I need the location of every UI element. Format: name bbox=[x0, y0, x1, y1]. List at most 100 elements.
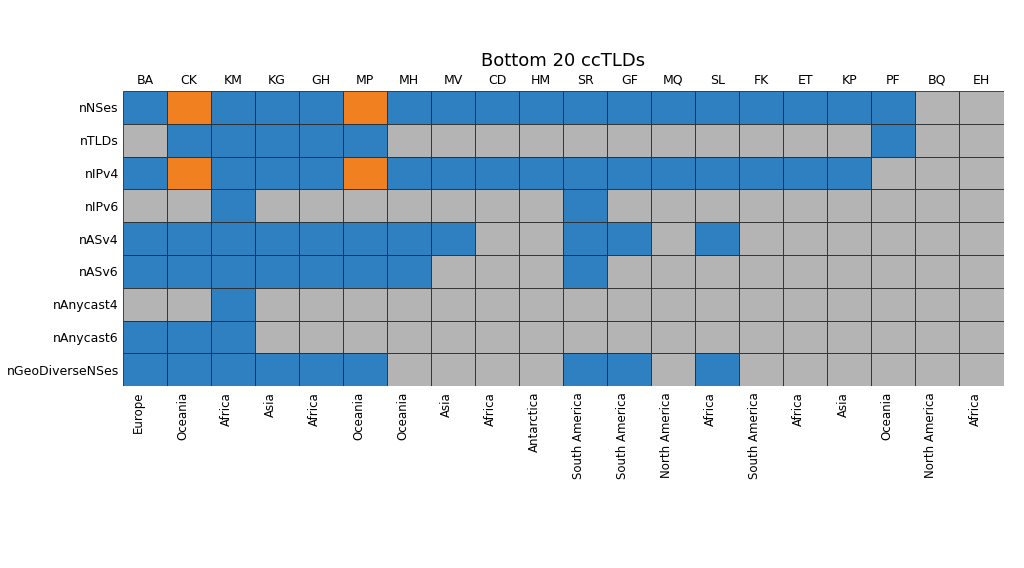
Bar bbox=[519, 124, 563, 157]
Bar bbox=[167, 189, 211, 222]
Bar bbox=[167, 91, 211, 124]
Bar bbox=[123, 157, 167, 189]
Bar bbox=[739, 124, 783, 157]
Bar bbox=[827, 189, 871, 222]
Bar bbox=[255, 222, 299, 255]
Bar bbox=[255, 124, 299, 157]
Bar bbox=[563, 288, 607, 320]
Bar bbox=[651, 288, 695, 320]
Text: Oceania: Oceania bbox=[176, 392, 188, 440]
Bar bbox=[915, 157, 959, 189]
Bar bbox=[827, 320, 871, 353]
Bar bbox=[607, 222, 651, 255]
Bar bbox=[651, 189, 695, 222]
Bar bbox=[739, 353, 783, 386]
Bar bbox=[123, 288, 167, 320]
Bar bbox=[167, 222, 211, 255]
Bar bbox=[519, 255, 563, 288]
Bar bbox=[167, 124, 211, 157]
Bar bbox=[255, 255, 299, 288]
Bar bbox=[475, 157, 519, 189]
Bar bbox=[387, 353, 431, 386]
Bar bbox=[827, 288, 871, 320]
Bar bbox=[739, 288, 783, 320]
Bar bbox=[475, 91, 519, 124]
Bar bbox=[959, 189, 1004, 222]
Bar bbox=[783, 320, 827, 353]
Bar bbox=[519, 353, 563, 386]
Bar bbox=[695, 189, 739, 222]
Bar bbox=[299, 189, 343, 222]
Bar bbox=[431, 124, 475, 157]
Bar bbox=[959, 288, 1004, 320]
Bar bbox=[915, 320, 959, 353]
Bar bbox=[519, 222, 563, 255]
Bar bbox=[563, 189, 607, 222]
Bar bbox=[695, 157, 739, 189]
Bar bbox=[871, 255, 915, 288]
Bar bbox=[563, 124, 607, 157]
Bar bbox=[959, 157, 1004, 189]
Text: Oceania: Oceania bbox=[881, 392, 893, 440]
Bar bbox=[431, 288, 475, 320]
Text: South America: South America bbox=[749, 392, 761, 479]
Bar bbox=[563, 91, 607, 124]
Bar bbox=[387, 91, 431, 124]
Bar bbox=[299, 353, 343, 386]
Bar bbox=[299, 222, 343, 255]
Bar bbox=[475, 189, 519, 222]
Bar bbox=[607, 255, 651, 288]
Bar bbox=[211, 353, 255, 386]
Bar bbox=[563, 353, 607, 386]
Bar bbox=[299, 255, 343, 288]
Bar bbox=[827, 222, 871, 255]
Bar bbox=[739, 320, 783, 353]
Bar bbox=[431, 320, 475, 353]
Bar bbox=[475, 255, 519, 288]
Bar bbox=[695, 353, 739, 386]
Bar bbox=[607, 157, 651, 189]
Bar bbox=[299, 320, 343, 353]
Bar bbox=[607, 91, 651, 124]
Bar bbox=[255, 189, 299, 222]
Bar bbox=[475, 124, 519, 157]
Bar bbox=[871, 189, 915, 222]
Bar bbox=[695, 222, 739, 255]
Bar bbox=[783, 353, 827, 386]
Bar bbox=[695, 288, 739, 320]
Bar bbox=[563, 222, 607, 255]
Bar bbox=[211, 189, 255, 222]
Bar bbox=[739, 189, 783, 222]
Bar bbox=[123, 124, 167, 157]
Bar bbox=[123, 353, 167, 386]
Bar bbox=[431, 189, 475, 222]
Text: Africa: Africa bbox=[793, 392, 805, 425]
Bar bbox=[871, 157, 915, 189]
Bar bbox=[299, 288, 343, 320]
Text: Asia: Asia bbox=[837, 392, 849, 417]
Bar bbox=[651, 320, 695, 353]
Bar bbox=[959, 124, 1004, 157]
Bar bbox=[475, 222, 519, 255]
Bar bbox=[959, 255, 1004, 288]
Bar bbox=[167, 353, 211, 386]
Bar bbox=[915, 124, 959, 157]
Bar bbox=[167, 288, 211, 320]
Bar bbox=[607, 288, 651, 320]
Bar bbox=[607, 189, 651, 222]
Bar bbox=[299, 124, 343, 157]
Bar bbox=[651, 222, 695, 255]
Bar bbox=[475, 320, 519, 353]
Bar bbox=[431, 222, 475, 255]
Bar bbox=[167, 157, 211, 189]
Bar bbox=[123, 320, 167, 353]
Bar bbox=[475, 288, 519, 320]
Bar bbox=[387, 157, 431, 189]
Bar bbox=[211, 91, 255, 124]
Bar bbox=[343, 288, 387, 320]
Bar bbox=[783, 91, 827, 124]
Bar bbox=[871, 124, 915, 157]
Bar bbox=[783, 255, 827, 288]
Bar bbox=[519, 91, 563, 124]
Bar bbox=[871, 91, 915, 124]
